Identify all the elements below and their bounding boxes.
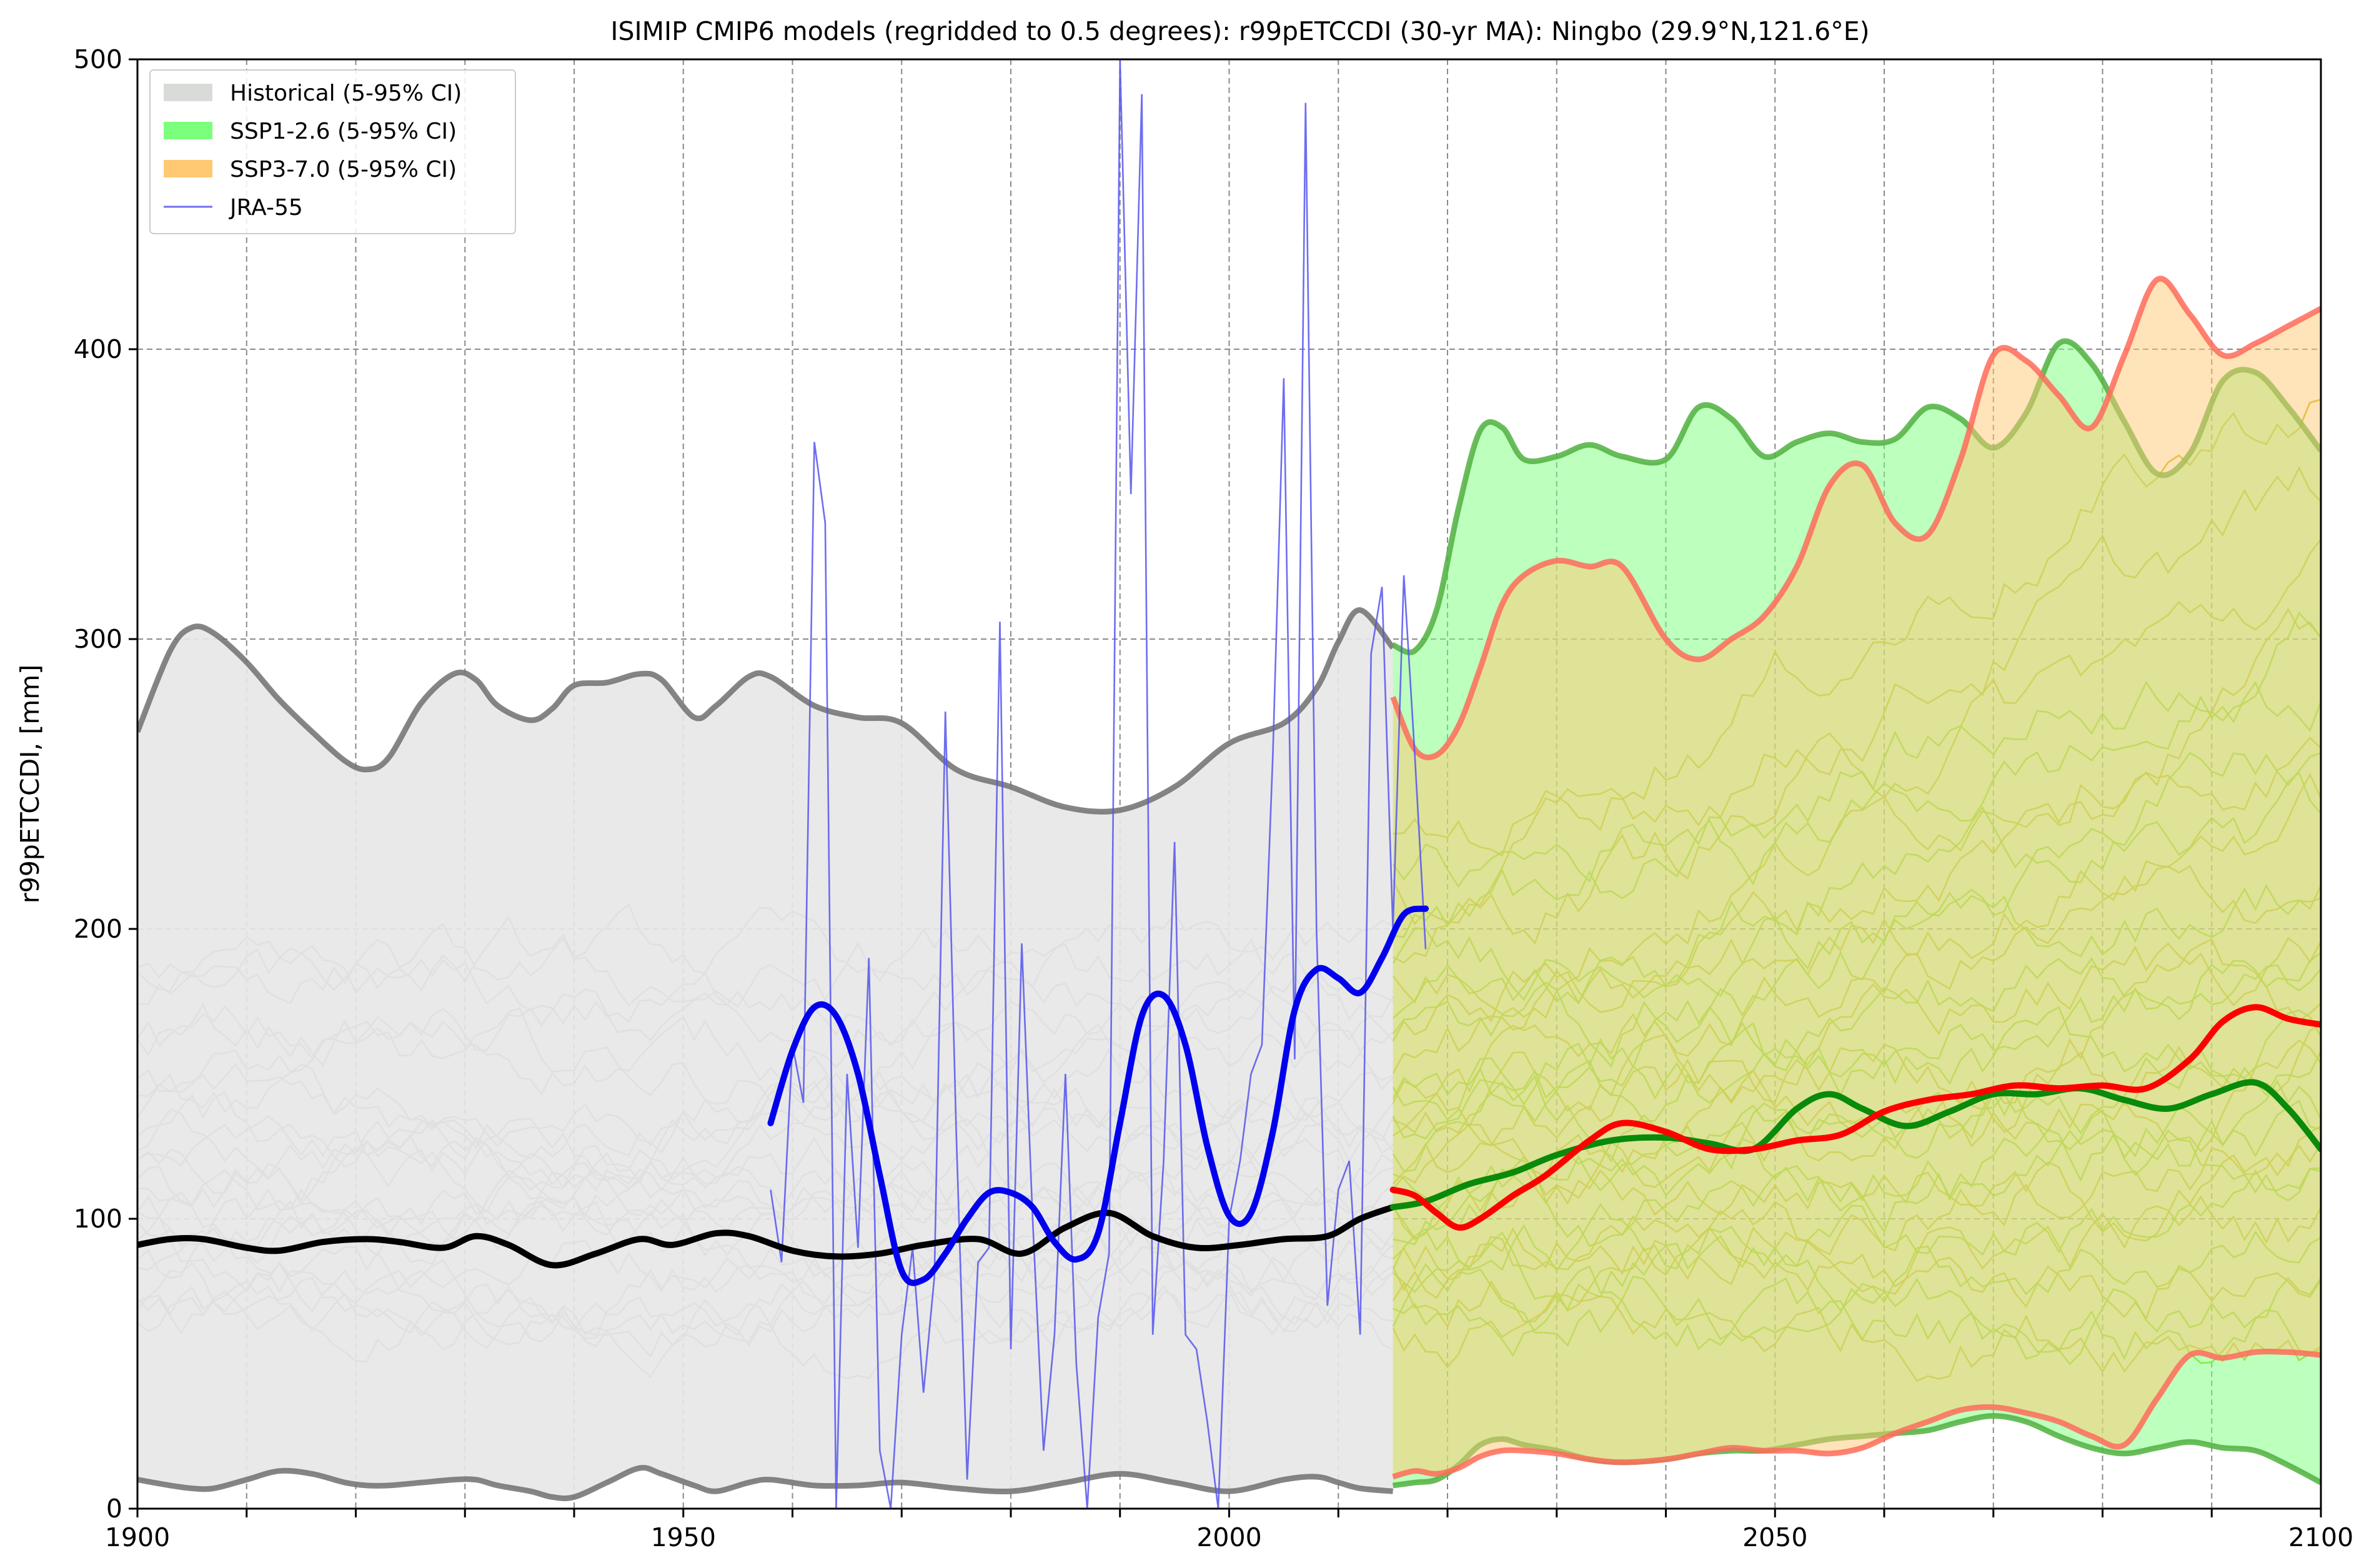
x-tick-label: 2000 — [1196, 1522, 1261, 1552]
mean-series-line — [767, 905, 1429, 1286]
legend-label: Historical (5-95% CI) — [230, 81, 462, 106]
confidence-bands — [137, 275, 2321, 1502]
y-tick-label: 0 — [106, 1494, 122, 1524]
y-axis-label: r99pETCCDI, [mm] — [15, 665, 45, 903]
legend-label: SSP3-7.0 (5-95% CI) — [230, 157, 457, 182]
x-tick-label: 2100 — [2288, 1522, 2353, 1552]
band-lower-edge — [137, 1465, 1394, 1502]
band-upper-edge — [1390, 275, 2321, 760]
legend-label: JRA-55 — [229, 195, 303, 221]
chart-title: ISIMIP CMIP6 models (regridded to 0.5 de… — [610, 16, 1869, 46]
legend-swatch — [164, 84, 212, 101]
x-tick-label: 1900 — [105, 1522, 170, 1552]
legend-swatch — [164, 160, 212, 177]
legend-label: SSP1-2.6 (5-95% CI) — [230, 119, 457, 144]
mean-series-line — [1389, 1079, 2321, 1211]
legend: Historical (5-95% CI) SSP1-2.6 (5-95% CI)… — [149, 69, 516, 234]
x-axis: 1900 1950 2000 2050 2100 — [105, 1509, 2353, 1552]
y-tick-label: 400 — [74, 334, 122, 364]
y-tick-label: 300 — [74, 624, 122, 654]
y-tick-label: 200 — [74, 914, 122, 944]
y-tick-label: 500 — [74, 44, 122, 74]
mean-series-line — [137, 1204, 1396, 1269]
x-tick-label: 1950 — [651, 1522, 716, 1552]
x-tick-label: 2050 — [1742, 1522, 1807, 1552]
band-0 — [137, 610, 1393, 1499]
legend-box — [149, 69, 516, 234]
mean-series-line — [1389, 1004, 2321, 1231]
band-2 — [1393, 278, 2321, 1477]
observed-series — [770, 59, 1427, 1509]
mean-series — [137, 59, 2321, 1509]
band-lower-edge — [1392, 1349, 2321, 1480]
band-upper-edge — [137, 607, 1396, 815]
y-axis: 0 100 200 300 400 500 — [74, 44, 137, 1524]
legend-swatch — [164, 122, 212, 139]
y-tick-label: 100 — [74, 1204, 122, 1234]
